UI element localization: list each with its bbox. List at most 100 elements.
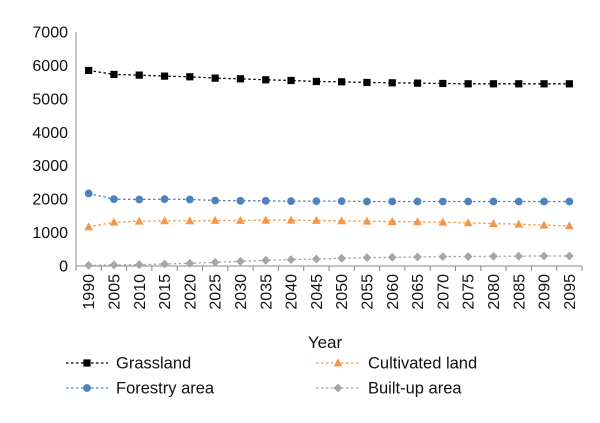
data-point [362,216,372,225]
data-point [464,197,473,206]
data-point [387,216,397,225]
data-point [85,66,93,75]
data-point [338,78,346,86]
data-point [160,195,169,204]
y-tick-label: 0 [59,259,68,276]
data-point [413,197,422,206]
x-axis: 1990 2005 2010 2015 2020 2025 2030 2035 2040 2045… [75,265,583,310]
x-tick-label: 2015 [157,274,174,310]
data-point [236,256,245,266]
y-tick-label: 4000 [32,125,68,142]
data-point [539,220,549,229]
data-point [540,80,548,88]
data-point [438,217,448,226]
data-point [236,196,245,205]
x-tick-label: 2045 [309,274,326,310]
data-point [312,197,321,206]
data-point [311,254,321,264]
data-point [564,251,574,261]
data-point [514,219,524,228]
legend-marker [333,383,343,393]
data-point [413,252,422,262]
x-tick-label: 2040 [284,274,301,310]
legend-label: Cultivated land [368,355,477,373]
data-point [135,71,143,79]
data-point [287,76,295,85]
data-point [160,72,169,80]
data-point [286,255,296,265]
data-point [109,260,119,270]
data-point [211,74,219,82]
data-point [388,197,397,206]
x-tick-label: 2035 [258,274,275,310]
legend-entry: Forestry area [66,380,215,398]
data-point [489,197,498,206]
data-point [287,197,295,206]
legend-marker [83,384,91,392]
data-point [388,79,396,87]
data-point [413,79,422,87]
data-point [489,80,498,88]
y-tick-label: 2000 [32,192,68,209]
legend-label: Grassland [116,355,191,373]
data-point [514,251,524,261]
x-tick-label: 2050 [334,274,351,310]
x-tick-label: 2010 [132,274,149,310]
data-point [438,197,447,206]
y-tick-label: 7000 [32,25,68,42]
data-point [186,73,194,81]
data-point [515,80,523,88]
x-tick-label: 2095 [562,274,579,310]
series-line [88,69,570,85]
x-tick-label: 2090 [537,274,554,310]
data-point [236,75,245,83]
x-tick-label: 2005 [106,274,123,310]
series-line [88,192,570,203]
data-point [261,255,271,265]
data-point [236,215,245,224]
y-axis: 0 1000 2000 3000 4000 5000 6000 7000 [32,25,77,276]
data-point [489,218,498,227]
x-tick-label: 2085 [511,274,528,310]
data-point [210,257,220,267]
data-point [286,215,296,224]
x-tick-label: 2055 [359,274,376,310]
x-tick-label: 1990 [81,274,98,310]
data-point [84,222,94,231]
data-point [362,253,372,263]
data-point [337,216,347,225]
x-tick-label: 2065 [410,274,427,310]
series-line [88,219,570,228]
series-grassland [85,66,573,88]
data-point [439,79,447,88]
data-point [413,217,422,226]
data-point [311,215,321,224]
data-point [261,196,270,205]
x-tick-label: 2080 [486,274,503,310]
data-point [84,189,93,198]
y-tick-label: 6000 [32,58,68,75]
x-tick-label: 2020 [182,274,199,310]
data-point [185,216,195,225]
y-tick-label: 5000 [32,91,68,108]
data-point [211,196,220,205]
data-point [464,80,472,88]
data-point [514,197,523,206]
data-point [261,215,271,224]
legend-entry: Cultivated land [316,355,477,373]
legend: Grassland Forestry area Cultivated land Bui… [66,355,477,398]
data-point [134,216,144,225]
x-tick-label: 2075 [461,274,478,310]
data-point [539,251,549,261]
x-tick-label: 2060 [385,274,402,310]
data-point [337,197,346,206]
legend-label: Forestry area [116,380,215,398]
data-point [363,197,371,206]
data-point [160,259,169,269]
data-point [210,215,220,224]
data-point [463,218,473,227]
data-point [134,260,144,270]
data-point [109,217,119,226]
data-point [135,195,144,204]
